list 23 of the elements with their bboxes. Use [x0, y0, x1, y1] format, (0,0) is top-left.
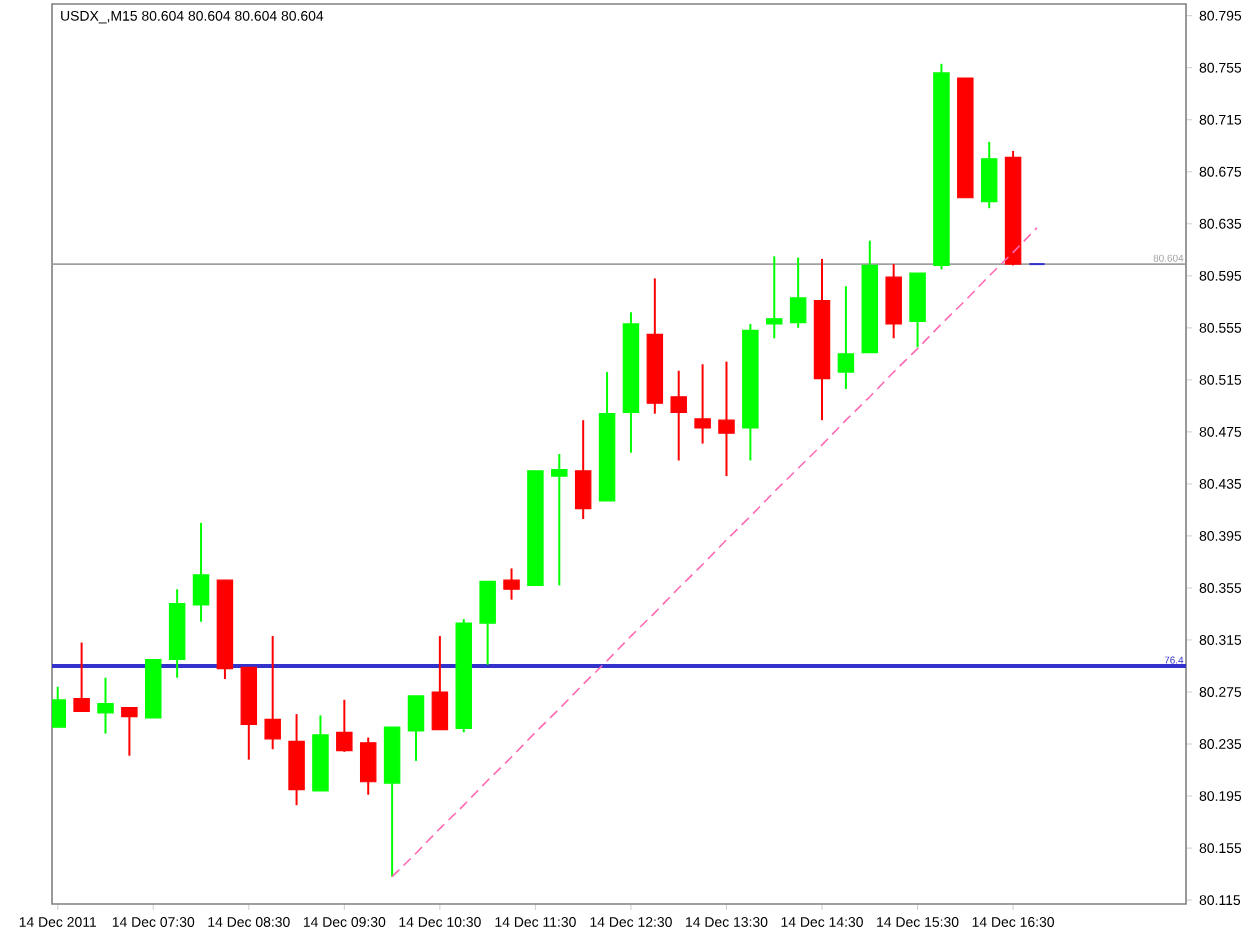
- candlestick: [574, 419, 592, 521]
- candlestick: [837, 285, 855, 390]
- candlestick: [479, 580, 496, 666]
- candlestick: [885, 263, 902, 340]
- candlestick: [766, 255, 783, 340]
- candlestick: [407, 694, 425, 762]
- candlestick: [718, 360, 735, 478]
- candlestick: [52, 685, 66, 729]
- candlestick: [551, 452, 568, 587]
- candlestick: [97, 676, 114, 735]
- candlestick: [73, 641, 90, 713]
- candlestick: [670, 369, 687, 462]
- candlestick: [694, 363, 711, 445]
- candlestick: [359, 736, 377, 796]
- candlestick: [264, 635, 281, 751]
- candlestick: [121, 706, 138, 757]
- candlestick: [789, 256, 807, 329]
- candlestick: [336, 698, 353, 753]
- candlestick: [192, 521, 210, 623]
- candlestick: [503, 567, 520, 601]
- candlestick: [980, 140, 998, 210]
- line-series: [391, 226, 1038, 878]
- candlestick: [431, 635, 449, 731]
